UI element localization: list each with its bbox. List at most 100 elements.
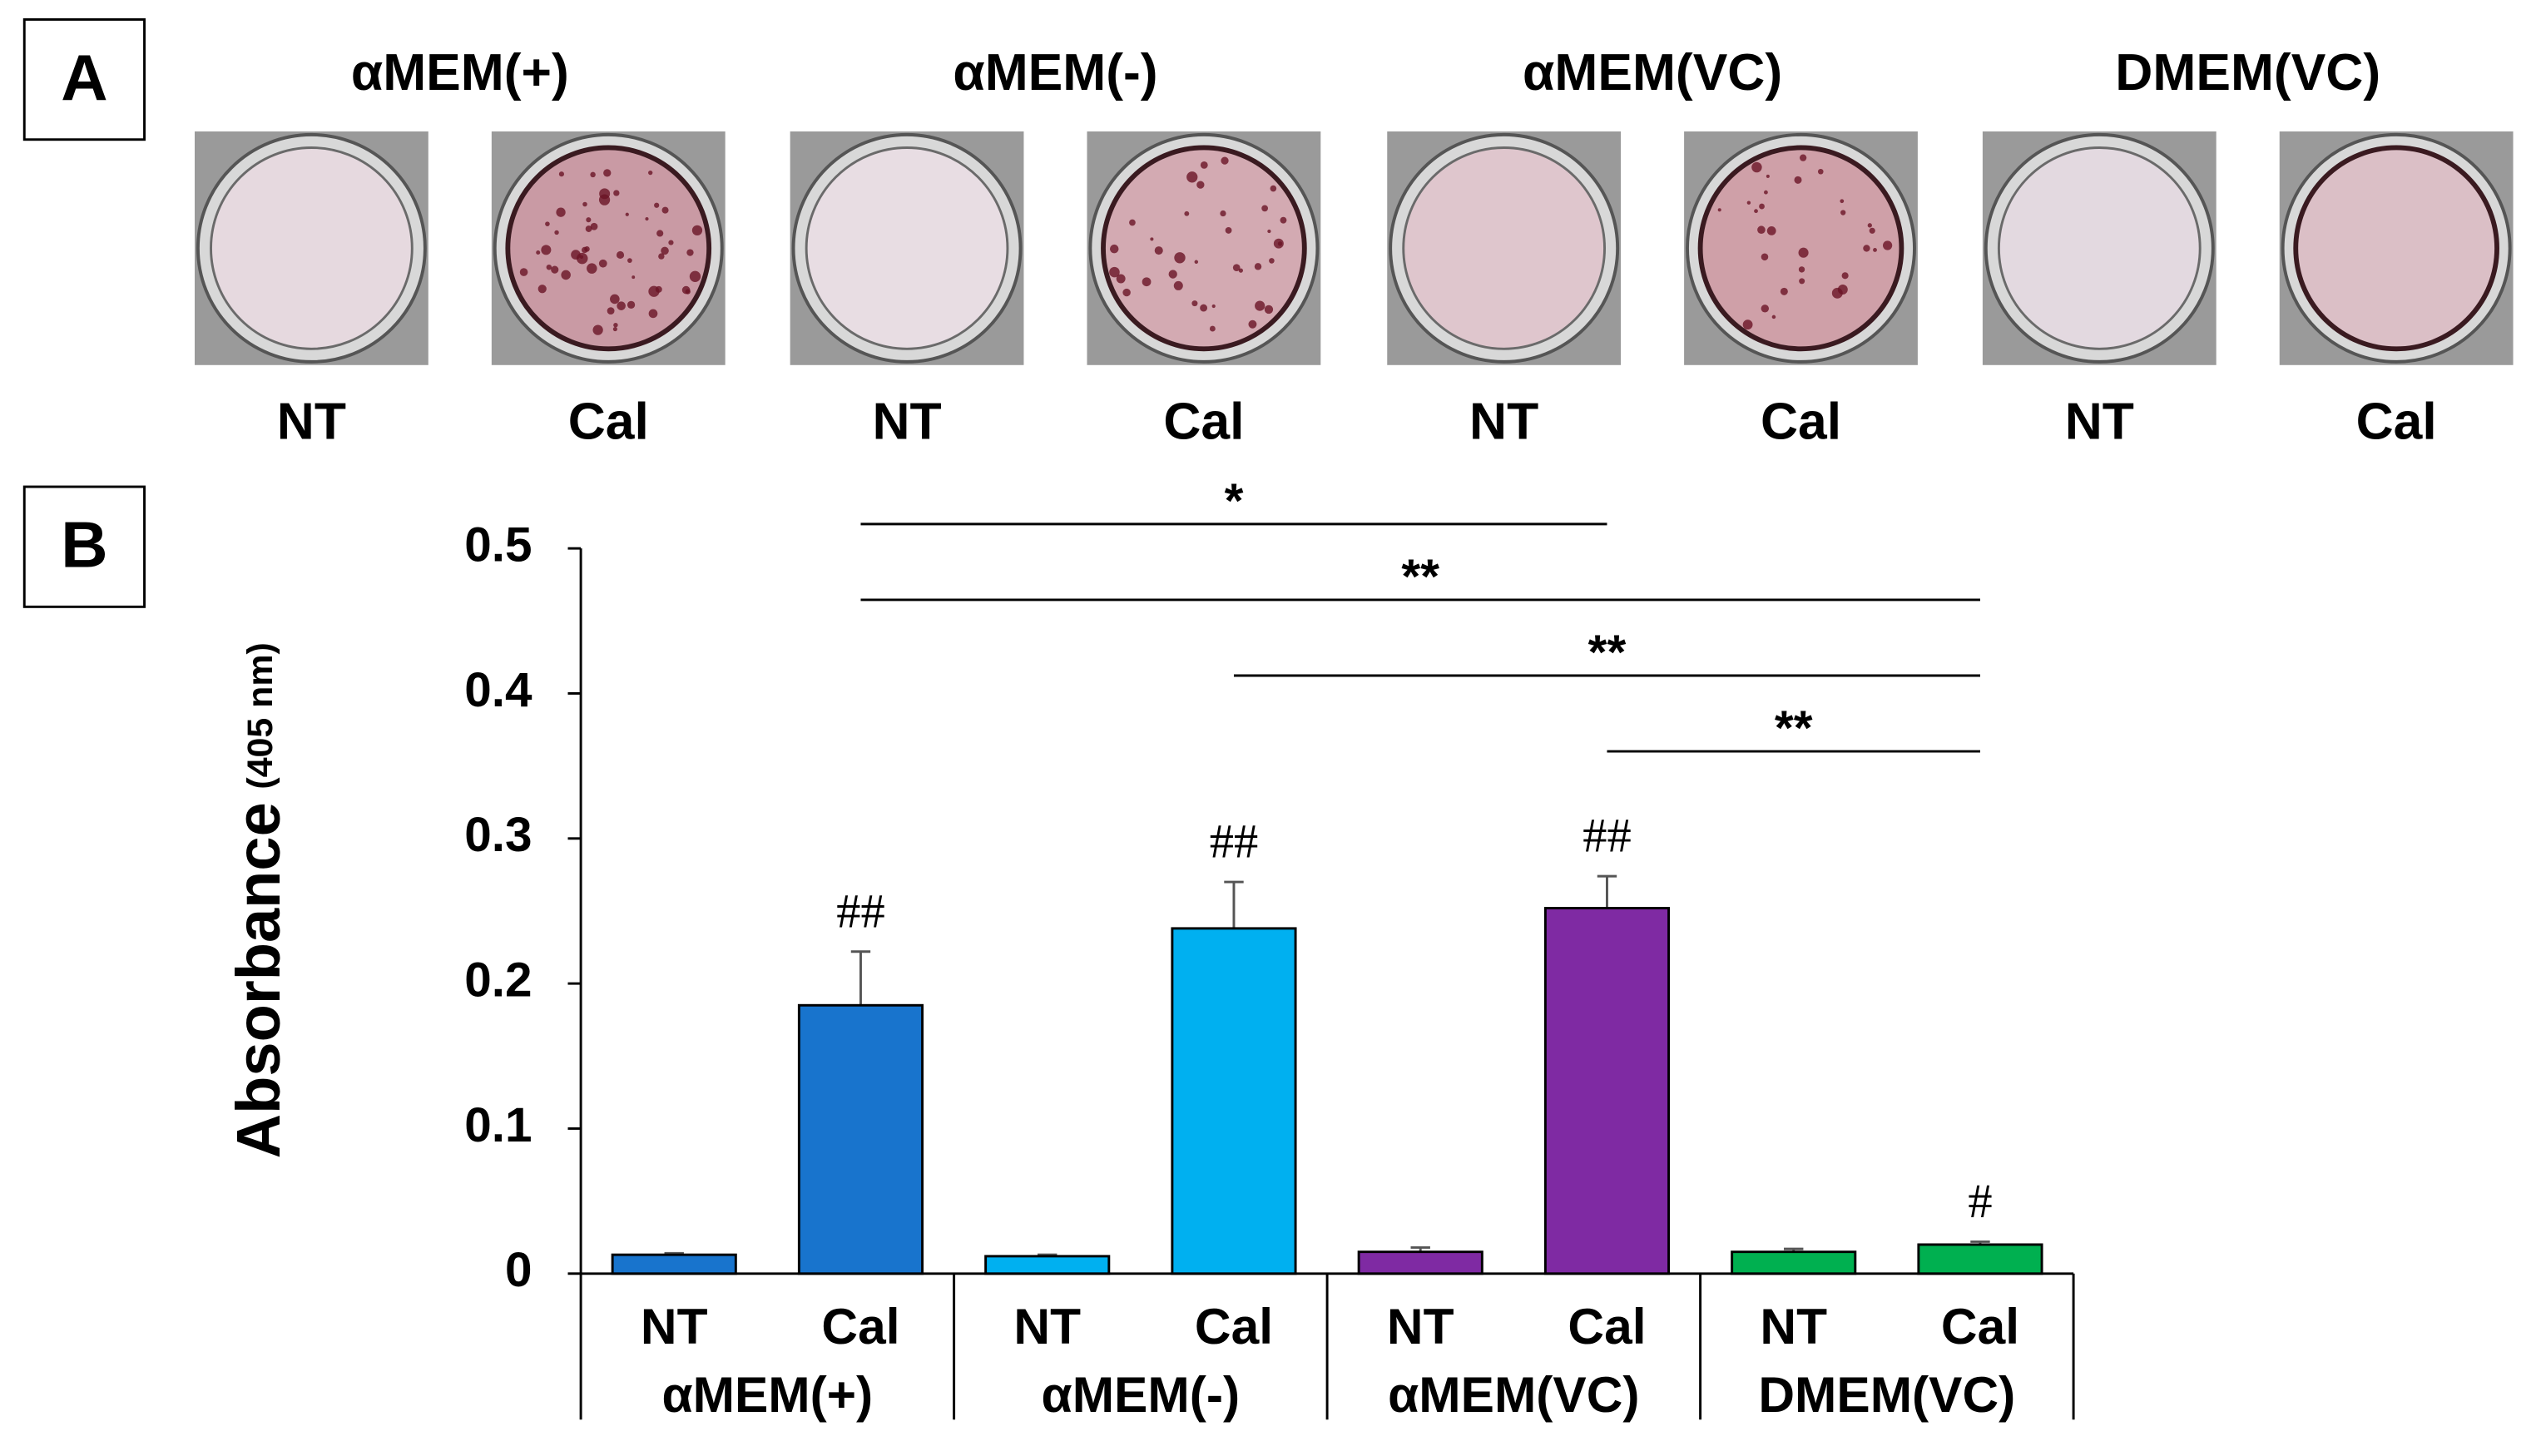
stain-spot xyxy=(1746,201,1751,205)
stain-spot xyxy=(537,285,547,294)
stain-spot xyxy=(691,225,703,236)
stain-spot xyxy=(1742,319,1753,330)
stain-spot xyxy=(689,270,701,282)
stain-spot xyxy=(1186,171,1198,183)
stain-spot xyxy=(1109,266,1120,278)
stain-spot xyxy=(1174,252,1186,264)
stain-spot xyxy=(586,217,592,223)
stain-spot xyxy=(1883,240,1893,250)
stain-spot xyxy=(627,258,632,263)
stain-spot xyxy=(648,309,658,319)
well xyxy=(1982,131,2216,365)
stain-spot xyxy=(598,259,607,268)
x-tick-label: Cal xyxy=(1195,1298,1273,1354)
well-group-title: αMEM(+) xyxy=(351,44,569,102)
stain-spot xyxy=(1277,241,1283,246)
stain-spot xyxy=(592,324,603,335)
panel-box xyxy=(22,17,146,141)
well-label: Cal xyxy=(1163,393,1244,450)
stain-spot xyxy=(1122,288,1131,297)
stain-spot xyxy=(1142,277,1152,287)
stain-spot xyxy=(654,202,660,208)
stain-spot xyxy=(1867,223,1872,228)
stain-spot xyxy=(1173,280,1183,290)
panel-box xyxy=(22,485,146,608)
stain-spot xyxy=(613,322,618,328)
y-label-unit: (405 nm) xyxy=(240,642,280,789)
significance-label: ** xyxy=(1401,550,1439,604)
stain-spot xyxy=(1817,168,1824,175)
well-stain xyxy=(1101,145,1307,352)
stain-spot xyxy=(1200,161,1208,169)
stain-spot xyxy=(1794,176,1802,184)
stain-spot xyxy=(1799,154,1807,161)
well-stain xyxy=(505,145,712,352)
stain-spot xyxy=(536,250,541,255)
stain-spot xyxy=(554,230,559,235)
stain-spot xyxy=(1269,258,1275,264)
stain-spot xyxy=(627,300,636,309)
stain-spot xyxy=(1116,274,1126,284)
stain-spot xyxy=(1863,245,1870,252)
stain-spot xyxy=(1798,266,1805,273)
y-tick-label: 0.2 xyxy=(464,953,532,1008)
stain-spot xyxy=(1232,264,1241,271)
stain-spot xyxy=(1129,219,1136,226)
x-tick-label: NT xyxy=(1013,1298,1081,1354)
stain-spot xyxy=(556,207,566,217)
y-tick-label: 0.3 xyxy=(464,808,532,862)
stain-spot xyxy=(1264,305,1274,314)
stain-spot xyxy=(625,212,629,216)
well xyxy=(1087,131,1321,365)
stain-spot xyxy=(1761,253,1769,261)
well-label: Cal xyxy=(2356,393,2437,450)
y-tick-label: 0.5 xyxy=(464,518,532,572)
stain-spot xyxy=(541,245,552,255)
well-group-title: DMEM(VC) xyxy=(2115,44,2380,102)
y-tick-label: 0 xyxy=(505,1243,532,1297)
bar xyxy=(984,1255,1111,1275)
well xyxy=(2279,131,2514,365)
stain-spot xyxy=(656,230,664,237)
y-tick-label: 0.1 xyxy=(464,1098,532,1152)
stain-spot xyxy=(1798,247,1809,258)
stain-spot xyxy=(632,275,636,280)
stain-spot xyxy=(668,240,674,245)
group-label: αMEM(VC) xyxy=(1388,1366,1639,1423)
stain-spot xyxy=(1238,268,1243,273)
bar xyxy=(1171,927,1297,1275)
x-tick-label: Cal xyxy=(1941,1298,2019,1354)
well-stain xyxy=(1697,145,1904,352)
stain-spot xyxy=(1261,205,1269,212)
stain-spot xyxy=(1766,225,1776,235)
well-stain xyxy=(1997,146,2202,350)
stain-spot xyxy=(1766,174,1770,178)
well-stain xyxy=(210,146,414,350)
stain-spot xyxy=(658,253,665,260)
stain-spot xyxy=(1840,199,1845,204)
stain-spot xyxy=(661,206,669,214)
stain-spot xyxy=(612,326,617,332)
stain-spot xyxy=(1225,226,1232,234)
stain-spot xyxy=(613,190,620,196)
stain-spot xyxy=(582,201,587,207)
well-stain xyxy=(1402,146,1607,350)
stain-spot xyxy=(1873,248,1877,252)
stain-spot xyxy=(558,171,564,177)
well-label: NT xyxy=(1469,393,1538,450)
stain-spot xyxy=(1270,185,1277,192)
well-stain xyxy=(2293,145,2499,352)
significance-label: * xyxy=(1225,474,1244,528)
stain-spot xyxy=(1771,314,1776,319)
stain-spot xyxy=(551,265,559,274)
value-annotation: # xyxy=(1968,1174,1992,1228)
well-label: NT xyxy=(872,393,941,450)
well xyxy=(1387,131,1622,365)
stain-spot xyxy=(587,263,597,274)
bar xyxy=(1731,1250,1857,1275)
stain-spot xyxy=(1841,272,1849,280)
stain-spot xyxy=(607,307,615,315)
bar xyxy=(1917,1243,2043,1275)
significance-label: ** xyxy=(1775,701,1813,755)
